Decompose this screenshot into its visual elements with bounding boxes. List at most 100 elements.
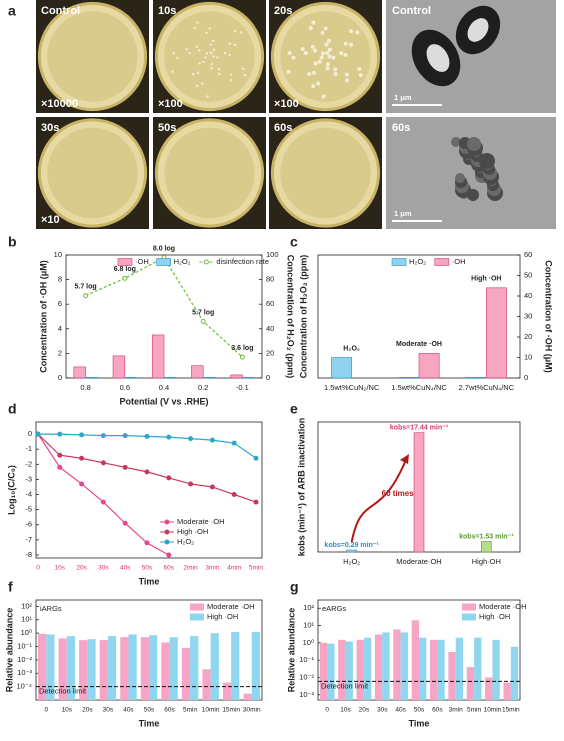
bar	[181, 647, 191, 700]
marker	[122, 275, 128, 281]
marker	[100, 460, 106, 466]
marker	[188, 436, 194, 442]
colony	[228, 53, 231, 57]
magnification: ×10	[41, 214, 60, 226]
marker	[209, 437, 215, 443]
value-label: kobs=17.44 min⁻¹	[390, 425, 449, 432]
colony	[209, 43, 212, 46]
y-tick-label: 2	[58, 348, 62, 357]
bar	[161, 642, 170, 700]
legend-swatch	[462, 613, 476, 621]
y-tick-label: 0	[28, 429, 32, 438]
x-tick-label: 0	[325, 707, 329, 714]
colony	[208, 27, 211, 30]
colony	[188, 51, 192, 55]
marker	[231, 492, 237, 498]
colony	[218, 67, 221, 71]
cell-inner	[426, 44, 450, 72]
colony	[355, 30, 360, 35]
photo-label: 60s	[274, 122, 292, 134]
annotation: 8.0 log	[153, 245, 175, 252]
bar	[87, 639, 96, 700]
marker	[231, 440, 237, 446]
bar	[99, 640, 108, 700]
y-tick-label: -5	[25, 505, 32, 514]
colony	[333, 67, 338, 72]
photo-label: 50s	[158, 122, 176, 134]
colony	[311, 20, 316, 25]
legend-swatch	[391, 258, 407, 266]
x-tick-label: 3min	[205, 565, 219, 572]
y-tick-label: 20	[524, 332, 532, 341]
bar	[222, 682, 232, 700]
x-tick-label: 0.6	[120, 383, 130, 392]
colony	[339, 51, 344, 56]
bar	[418, 353, 440, 379]
y-tick-label: 40	[266, 324, 274, 333]
colony	[204, 56, 207, 59]
legend-marker	[164, 539, 170, 545]
line	[37, 433, 257, 503]
y-tick-label: 10²	[21, 601, 32, 610]
marker	[253, 455, 259, 461]
bar	[466, 667, 475, 700]
x-tick-label: Moderate·OH	[396, 557, 441, 566]
bar	[345, 641, 353, 700]
bar	[382, 632, 390, 700]
bar	[363, 637, 372, 700]
y-tick-label: 10	[54, 250, 62, 259]
x-tick-label: 10min	[484, 707, 502, 714]
colony	[195, 45, 199, 48]
annotation: Moderate ·OH	[396, 341, 442, 348]
colony	[343, 52, 348, 57]
colony	[344, 78, 349, 83]
bar	[492, 639, 500, 700]
bar	[73, 366, 86, 379]
x-tick-label: 10s	[340, 707, 351, 714]
marker	[144, 433, 150, 439]
x-tick-label: 0.8	[80, 383, 90, 392]
marker	[100, 433, 106, 439]
colony	[325, 66, 330, 71]
y-tick-label: 40	[524, 291, 532, 300]
colony	[310, 44, 315, 49]
marker	[57, 431, 63, 437]
legend-swatch	[190, 613, 204, 621]
bar	[120, 637, 129, 700]
legend-label: Moderate ·OH	[479, 602, 527, 611]
x-tick-label: 1.5wt%CuN₄/NC	[391, 383, 447, 392]
y-tick-label: 10⁻²	[17, 655, 32, 664]
legend-label: ·OH	[452, 257, 466, 266]
y-tick-label: -4	[25, 490, 32, 499]
y-tick-label: 10⁰	[303, 638, 314, 647]
colony	[307, 72, 312, 77]
value-label: kobs=1.53 min⁻¹	[459, 533, 514, 540]
colony	[324, 42, 329, 47]
colony	[327, 47, 332, 52]
bar	[503, 682, 511, 700]
colony	[172, 51, 175, 55]
legend-label: ·OH	[135, 257, 149, 266]
magnification: ×100	[274, 98, 299, 110]
agar	[164, 11, 255, 102]
marker	[35, 431, 41, 437]
x-tick-label: 5min	[249, 565, 263, 572]
legend-label: H₂O₂	[177, 537, 194, 546]
legend-label: Moderate ·OH	[207, 602, 255, 611]
colony	[233, 43, 237, 46]
x-tick-label: H₂O₂	[343, 557, 360, 566]
bar	[486, 287, 507, 379]
panel-letter: a	[8, 3, 16, 19]
x-axis-label: Time	[139, 718, 160, 728]
x-tick-label: 15min	[502, 707, 520, 714]
colony	[210, 62, 214, 66]
panel-letter: g	[290, 579, 299, 595]
y-tick-label: 10¹	[21, 615, 32, 624]
bar	[510, 646, 519, 700]
y-axis-label: Relative abundance	[4, 608, 14, 693]
y-tick-label: 100	[266, 250, 279, 259]
x-tick-label: 50s	[142, 565, 153, 572]
x-tick-label: 60s	[432, 707, 443, 714]
bar	[79, 640, 88, 700]
colony	[303, 51, 308, 56]
